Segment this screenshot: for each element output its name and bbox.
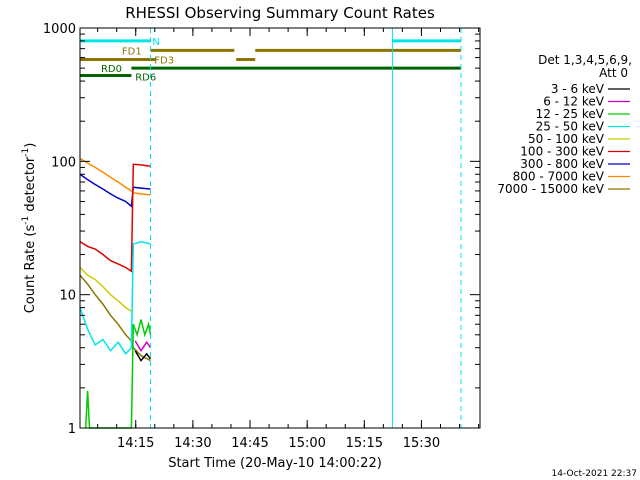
legend-label-100-300-kev: 100 - 300 keV <box>520 145 604 159</box>
y-tick-label: 100 <box>51 155 76 170</box>
flag-bars: N FD1 FD3 RD0 RD6 <box>80 37 461 84</box>
y-tick-label: 1 <box>68 422 76 437</box>
legend-label-7000-15000-kev: 7000 - 15000 keV <box>497 182 604 196</box>
legend-label-25-50-kev: 25 - 50 keV <box>536 120 605 134</box>
series-line-25-50-kev <box>79 240 151 356</box>
x-axis-ticks: 14:15 14:30 14:45 15:00 15:15 15:30 <box>97 28 480 451</box>
legend-label-12-25-kev: 12 - 25 keV <box>536 107 605 121</box>
y-axis-label-end: ) <box>23 143 38 148</box>
legend-header-detectors: Det 1,3,4,5,6,9, <box>538 53 632 67</box>
event-lines <box>79 28 462 428</box>
y-axis-label-main: Count Rate (s <box>23 225 38 314</box>
y-axis-label-mid: detector <box>23 156 38 216</box>
y-axis-label-sup2: -1 <box>21 148 31 157</box>
footer-timestamp: 14-Oct-2021 22:37 <box>552 469 637 479</box>
x-tick-label: 15:15 <box>346 436 383 451</box>
x-tick-label: 15:00 <box>288 436 325 451</box>
series-line-3-6-kev <box>134 350 152 362</box>
y-axis-label-sup1: -1 <box>21 216 31 225</box>
legend-header-attenuator: Att 0 <box>599 66 628 80</box>
legend-label-300-800-kev: 300 - 800 keV <box>520 157 604 171</box>
y-tick-label: 1000 <box>43 22 76 37</box>
chart-title: RHESSI Observing Summary Count Rates <box>125 4 435 22</box>
flag-label-rd0: RD0 <box>101 64 122 75</box>
flag-label-rd6: RD6 <box>135 73 156 84</box>
x-tick-label: 14:45 <box>231 436 268 451</box>
x-axis-label: Start Time (20-May-10 14:00:22) <box>168 456 382 471</box>
flag-label-fd1: FD1 <box>122 46 142 57</box>
series-line-800-7000-kev <box>79 157 151 196</box>
series-line-100-300-kev <box>79 163 151 273</box>
y-axis-label: Count Rate (s-1 detector-1) <box>21 143 38 314</box>
legend-label-6-12-kev: 6 - 12 keV <box>543 95 605 109</box>
data-series <box>79 157 152 429</box>
y-axis-ticks: 1 10 100 1000 <box>43 22 480 437</box>
x-tick-label: 15:30 <box>403 436 440 451</box>
plot-frame <box>79 27 481 429</box>
series-line-6-12-kev <box>134 340 152 353</box>
legend-label-800-7000-kev: 800 - 7000 keV <box>513 170 605 184</box>
series-line-50-100-kev <box>79 266 132 312</box>
y-tick-label: 10 <box>59 289 76 304</box>
legend-label-50-100-kev: 50 - 100 keV <box>528 132 605 146</box>
x-tick-label: 14:30 <box>174 436 211 451</box>
x-tick-label: 14:15 <box>117 436 154 451</box>
legend-label-3-6-kev: 3 - 6 keV <box>551 82 605 96</box>
series-line-7000-15000-kev <box>79 274 151 362</box>
flag-label-fd3: FD3 <box>154 56 174 67</box>
series-line-12-25-kev <box>84 319 152 429</box>
flag-label-n: N <box>152 37 159 48</box>
series-line-300-800-kev <box>79 173 151 208</box>
